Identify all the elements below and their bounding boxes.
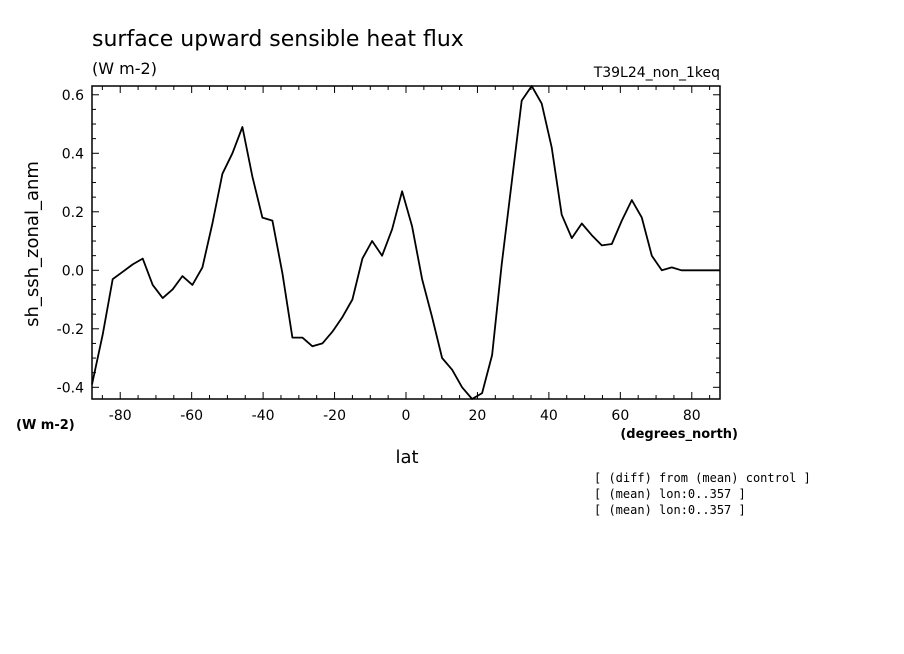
annotation-line: [ (mean) lon:0..357 ]	[594, 503, 746, 517]
y-axis-ticks: -0.4 -0.2 0.0 0.2 0.4 0.6	[57, 88, 720, 396]
y-axis-label: sh_ssh_zonal_anm	[22, 161, 43, 327]
annotation-line: [ (mean) lon:0..357 ]	[594, 487, 746, 501]
run-label: T39L24_non_1keq	[593, 65, 720, 81]
x-tick-label: -20	[323, 408, 346, 424]
x-tick-label: 60	[611, 408, 629, 424]
series-group	[91, 85, 720, 400]
series-line	[91, 85, 720, 400]
y-tick-label: 0.0	[62, 263, 84, 279]
y-unit-label: (W m-2)	[16, 418, 75, 433]
y-tick-label: 0.4	[62, 146, 84, 162]
y-tick-label: -0.2	[57, 322, 84, 338]
y-tick-label: -0.4	[57, 380, 84, 396]
x-axis-label: lat	[395, 447, 418, 468]
y-tick-label: 0.2	[62, 205, 84, 221]
plot-frame	[91, 85, 721, 400]
x-tick-label: 20	[469, 408, 487, 424]
chart-subtitle: (W m-2)	[92, 59, 157, 78]
x-tick-label: 80	[683, 408, 701, 424]
x-tick-label: -80	[109, 408, 132, 424]
plot-area	[91, 85, 721, 400]
x-axis-ticks: -80 -60 -40 -20 0 20 40 60 80	[101, 86, 711, 424]
annotation-line: [ (diff) from (mean) control ]	[594, 471, 811, 485]
x-tick-label: -60	[180, 408, 203, 424]
y-tick-label: 0.6	[62, 88, 84, 104]
x-unit-label: (degrees_north)	[620, 427, 738, 442]
x-tick-label: 40	[540, 408, 558, 424]
x-tick-label: -40	[252, 408, 275, 424]
x-tick-label: 0	[402, 408, 411, 424]
chart-title: surface upward sensible heat flux	[92, 27, 464, 52]
